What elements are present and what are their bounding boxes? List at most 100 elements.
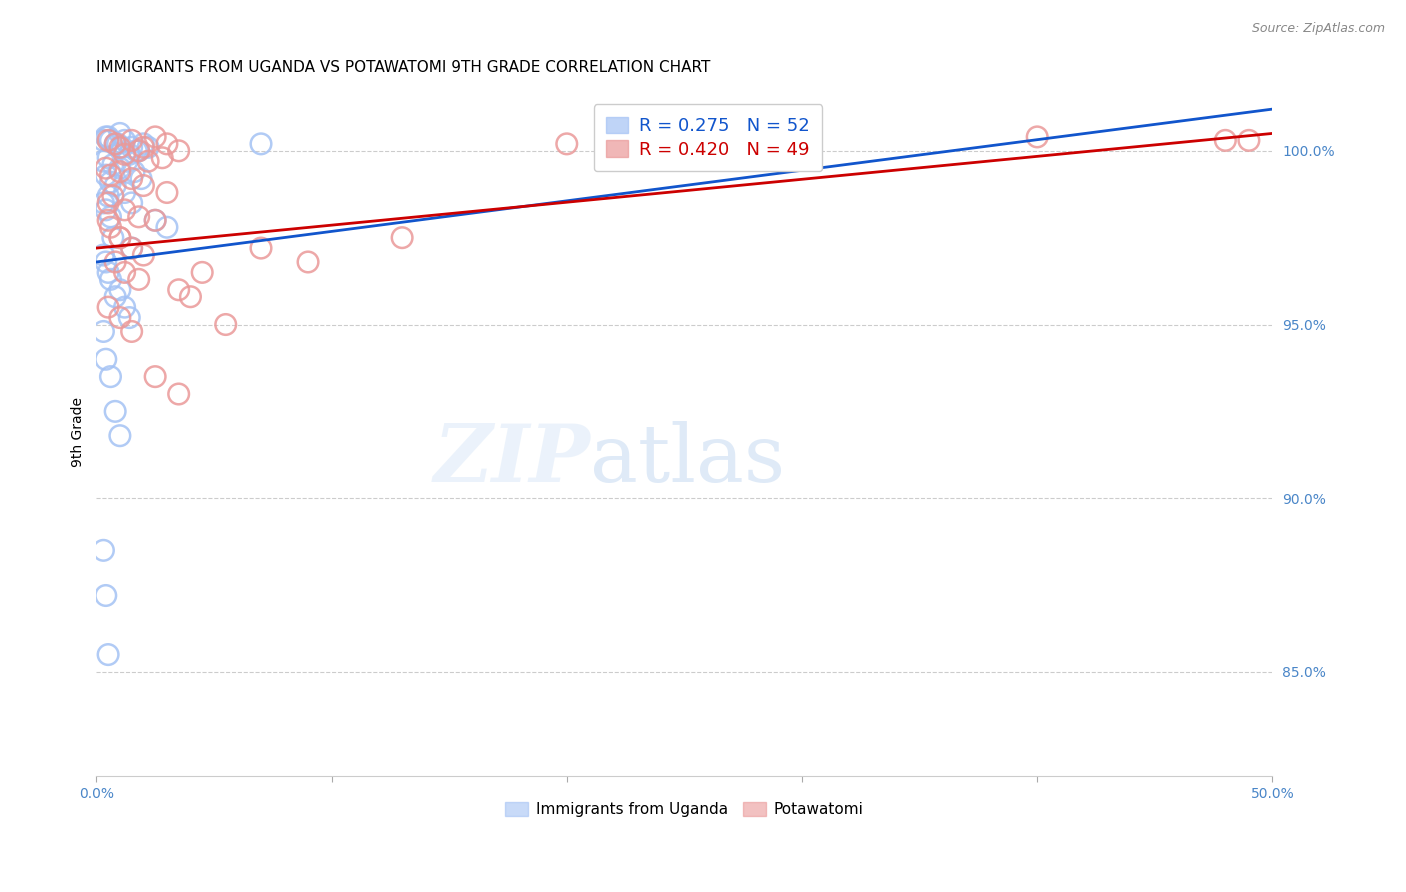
Point xyxy=(94,161,117,176)
Point xyxy=(107,136,129,151)
Point xyxy=(121,241,143,255)
Text: atlas: atlas xyxy=(591,421,786,499)
Point xyxy=(114,133,136,147)
Point xyxy=(555,136,578,151)
Point xyxy=(97,265,120,279)
Point xyxy=(97,300,120,314)
Point xyxy=(114,202,136,217)
Point xyxy=(97,195,120,210)
Point xyxy=(104,404,127,418)
Point xyxy=(156,136,179,151)
Point xyxy=(132,178,155,193)
Point xyxy=(1026,129,1049,144)
Point xyxy=(94,589,117,603)
Point xyxy=(191,265,214,279)
Point xyxy=(297,255,319,269)
Point xyxy=(215,318,238,332)
Point xyxy=(115,154,138,169)
Point xyxy=(121,140,143,154)
Point xyxy=(101,189,124,203)
Point xyxy=(250,241,273,255)
Point xyxy=(108,161,131,176)
Point xyxy=(118,147,141,161)
Point xyxy=(250,136,273,151)
Point xyxy=(114,300,136,314)
Point xyxy=(121,195,143,210)
Point xyxy=(108,164,131,178)
Point xyxy=(150,151,173,165)
Point xyxy=(156,186,179,200)
Point xyxy=(143,369,166,384)
Point xyxy=(97,648,120,662)
Point xyxy=(114,186,136,200)
Point xyxy=(132,140,155,154)
Point xyxy=(100,133,122,147)
Legend: Immigrants from Uganda, Potawatomi: Immigrants from Uganda, Potawatomi xyxy=(499,797,870,823)
Point xyxy=(94,129,117,144)
Point xyxy=(790,133,813,147)
Point xyxy=(104,178,127,193)
Point xyxy=(93,195,115,210)
Point xyxy=(97,189,120,203)
Point xyxy=(108,140,131,154)
Point xyxy=(94,202,117,217)
Point xyxy=(97,151,120,165)
Point xyxy=(156,220,179,235)
Point xyxy=(93,543,115,558)
Point xyxy=(93,154,115,169)
Point xyxy=(128,272,150,286)
Point xyxy=(118,310,141,325)
Point xyxy=(132,136,155,151)
Point xyxy=(101,230,124,244)
Point xyxy=(1215,133,1237,147)
Y-axis label: 9th Grade: 9th Grade xyxy=(72,397,86,467)
Point xyxy=(104,290,127,304)
Point xyxy=(132,248,155,262)
Point xyxy=(136,154,159,169)
Point xyxy=(100,220,122,235)
Point xyxy=(94,168,117,182)
Point xyxy=(167,387,190,401)
Point xyxy=(114,147,136,161)
Point xyxy=(143,129,166,144)
Point xyxy=(100,369,122,384)
Point xyxy=(108,428,131,442)
Point xyxy=(101,158,124,172)
Point xyxy=(128,144,150,158)
Point xyxy=(93,133,115,147)
Point xyxy=(100,272,122,286)
Point xyxy=(391,230,413,244)
Point xyxy=(93,325,115,339)
Point xyxy=(108,230,131,244)
Point xyxy=(111,140,134,154)
Point xyxy=(94,352,117,367)
Point xyxy=(122,164,145,178)
Point xyxy=(128,210,150,224)
Point xyxy=(108,230,131,244)
Text: ZIP: ZIP xyxy=(433,421,591,499)
Point xyxy=(128,144,150,158)
Point xyxy=(104,136,127,151)
Point xyxy=(121,325,143,339)
Point xyxy=(108,127,131,141)
Point xyxy=(167,283,190,297)
Point xyxy=(108,310,131,325)
Point xyxy=(1237,133,1260,147)
Point xyxy=(143,213,166,227)
Point xyxy=(100,175,122,189)
Point xyxy=(121,241,143,255)
Point xyxy=(94,255,117,269)
Point xyxy=(100,168,122,182)
Point xyxy=(143,213,166,227)
Point xyxy=(104,136,127,151)
Point xyxy=(125,144,148,158)
Point xyxy=(114,265,136,279)
Point xyxy=(179,290,201,304)
Text: Source: ZipAtlas.com: Source: ZipAtlas.com xyxy=(1251,22,1385,36)
Point xyxy=(97,129,120,144)
Point xyxy=(104,255,127,269)
Point xyxy=(97,133,120,147)
Point xyxy=(167,144,190,158)
Point xyxy=(97,213,120,227)
Point xyxy=(136,140,159,154)
